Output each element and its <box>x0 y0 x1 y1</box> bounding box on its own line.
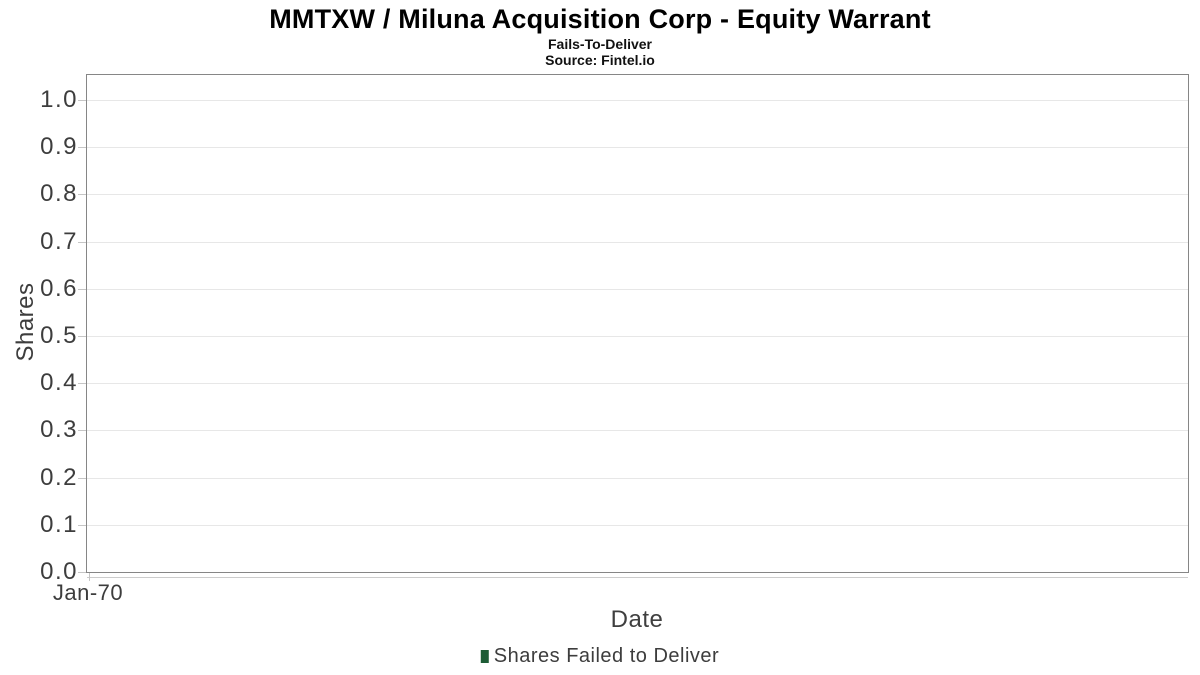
y-tick-label: 1.0 <box>40 86 78 113</box>
y-tick-label: 0.3 <box>40 416 78 444</box>
y-tick-label: 0.8 <box>40 180 78 208</box>
chart-title: MMTXW / Miluna Acquisition Corp - Equity… <box>269 4 931 34</box>
y-tick-label: 0.7 <box>40 227 78 255</box>
y-tick <box>78 147 86 149</box>
y-tick-label: 0.1 <box>40 510 78 538</box>
x-tick-label: Jan-70 <box>52 580 124 605</box>
y-tick <box>78 572 86 573</box>
y-tick <box>78 383 86 385</box>
y-gridline <box>87 194 1188 196</box>
y-gridline <box>87 241 1188 243</box>
y-axis-title: Shares <box>12 282 39 362</box>
y-gridline <box>87 430 1188 432</box>
y-gridline <box>87 524 1188 526</box>
y-gridline <box>87 288 1188 290</box>
legend-item-shares-failed-to-deliver[interactable]: Shares Failed to Deliver <box>480 645 720 668</box>
x-tick <box>89 573 90 581</box>
y-tick-label: 0.6 <box>40 274 78 302</box>
y-gridline <box>87 336 1188 337</box>
y-gridline <box>87 100 1188 101</box>
chart-subtitle: Fails-To-Deliver <box>548 36 652 52</box>
chart-source: Source: Fintel.io <box>545 52 655 68</box>
y-tick <box>78 288 86 290</box>
plot-area <box>78 74 1189 573</box>
y-tick <box>78 194 86 196</box>
legend-marker-icon <box>480 650 489 663</box>
y-tick-label: 0.4 <box>40 369 78 397</box>
y-tick-label: 0.9 <box>40 133 78 161</box>
y-tick <box>78 430 86 432</box>
y-gridline <box>87 477 1188 479</box>
legend: Shares Failed to Deliver <box>480 645 720 668</box>
y-tick <box>78 336 86 337</box>
x-axis-line <box>87 577 1188 578</box>
y-tick <box>78 477 86 479</box>
y-tick-label: 0.2 <box>40 463 78 491</box>
y-tick <box>78 524 86 526</box>
y-tick <box>78 241 86 243</box>
x-axis-title: Date <box>610 606 664 633</box>
y-tick <box>78 100 86 101</box>
y-axis-labels: 1.0 0.9 0.8 0.7 0.6 0.5 0.4 0.3 0.2 0.1 0.0 <box>0 75 78 584</box>
legend-label: Shares Failed to Deliver <box>493 645 720 667</box>
y-gridline <box>87 147 1188 149</box>
y-tick-label: 0.5 <box>40 322 78 349</box>
y-tick-label: 0.0 <box>40 558 78 585</box>
y-gridline <box>87 383 1188 385</box>
